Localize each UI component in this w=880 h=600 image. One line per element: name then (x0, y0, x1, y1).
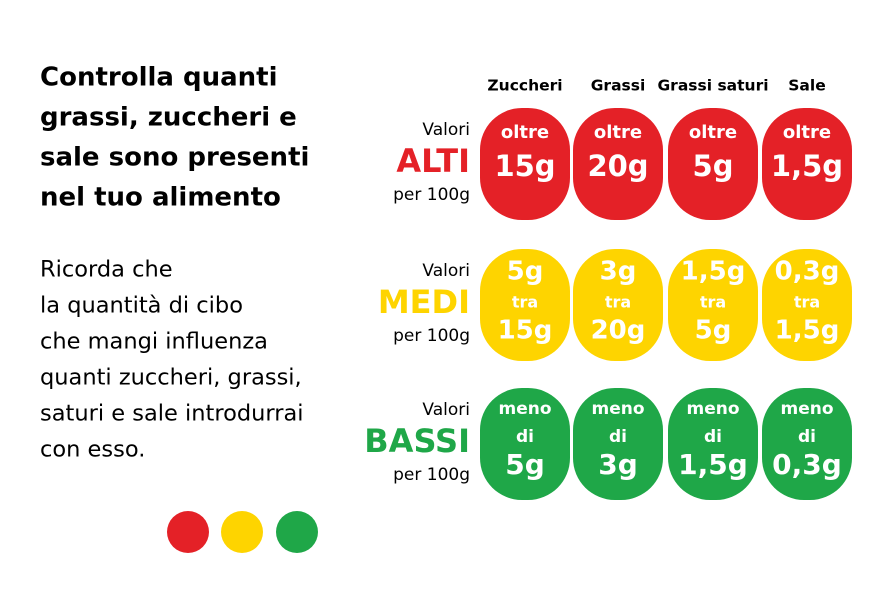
pill-text: 1,5g (775, 316, 840, 346)
traffic-light-pill (573, 249, 663, 361)
row-suffix: per 100g (393, 326, 470, 346)
pill-text: 1,5g (681, 257, 746, 287)
title-line: Controlla quanti (40, 63, 278, 93)
pill-text: 5g (695, 316, 732, 346)
row-suffix: per 100g (393, 185, 470, 205)
pill-text: oltre (501, 122, 549, 143)
traffic-light-pill (762, 249, 852, 361)
pill-text: meno (591, 399, 644, 419)
row-level: MEDI (378, 283, 470, 321)
pill-text: di (798, 427, 816, 447)
pill-text: 5g (507, 257, 544, 287)
pill-text: oltre (594, 122, 642, 143)
column-header: Grassi saturi (657, 77, 768, 95)
pill-text: 20g (591, 316, 646, 346)
pill-text: 1,5g (678, 448, 748, 481)
column-header: Grassi (591, 77, 646, 95)
row-prefix: Valori (422, 120, 470, 140)
pill-text: 5g (693, 149, 734, 183)
pill-text: 15g (498, 316, 553, 346)
title-line: nel tuo alimento (40, 183, 281, 213)
color-dot (276, 511, 318, 553)
pill-text: meno (498, 399, 551, 419)
pill-text: tra (794, 293, 820, 312)
note-line: quanti zuccheri, grassi, (40, 365, 302, 391)
traffic-light-pill (668, 388, 758, 500)
traffic-light-pill (762, 388, 852, 500)
note-line: la quantità di cibo (40, 293, 243, 319)
pill-text: tra (605, 293, 631, 312)
note-line: che mangi influenza (40, 329, 268, 355)
note-line: con esso. (40, 437, 145, 463)
row-prefix: Valori (422, 400, 470, 420)
pill-text: tra (512, 293, 538, 312)
pill-text: 20g (587, 149, 648, 183)
column-header: Zuccheri (487, 77, 562, 95)
pill-text: meno (780, 399, 833, 419)
traffic-light-pill (668, 108, 758, 220)
row-prefix: Valori (422, 261, 470, 281)
row-suffix: per 100g (393, 465, 470, 485)
color-dot (167, 511, 209, 553)
pill-text: oltre (783, 122, 831, 143)
pill-text: 15g (494, 149, 555, 183)
pill-text: 0,3g (772, 448, 842, 481)
pill-text: 3g (598, 448, 638, 481)
traffic-light-pill (480, 249, 570, 361)
note-line: saturi e sale introdurrai (40, 401, 304, 427)
color-dot (221, 511, 263, 553)
pill-text: 1,5g (771, 149, 843, 183)
pill-text: 5g (505, 448, 545, 481)
traffic-light-pill (573, 108, 663, 220)
pill-text: oltre (689, 122, 737, 143)
title-line: grassi, zuccheri e (40, 103, 297, 133)
note-line: Ricorda che (40, 257, 173, 283)
traffic-light-pill (573, 388, 663, 500)
pill-text: di (516, 427, 534, 447)
traffic-light-pill (480, 108, 570, 220)
row-level: ALTI (396, 142, 470, 180)
pill-text: 3g (600, 257, 637, 287)
pill-text: di (609, 427, 627, 447)
row-level: BASSI (364, 422, 470, 460)
traffic-light-pill (762, 108, 852, 220)
pill-text: tra (700, 293, 726, 312)
column-header: Sale (788, 77, 825, 95)
title-line: sale sono presenti (40, 143, 309, 173)
pill-text: di (704, 427, 722, 447)
pill-text: meno (686, 399, 739, 419)
traffic-light-pill (668, 249, 758, 361)
pill-text: 0,3g (775, 257, 840, 287)
traffic-light-pill (480, 388, 570, 500)
